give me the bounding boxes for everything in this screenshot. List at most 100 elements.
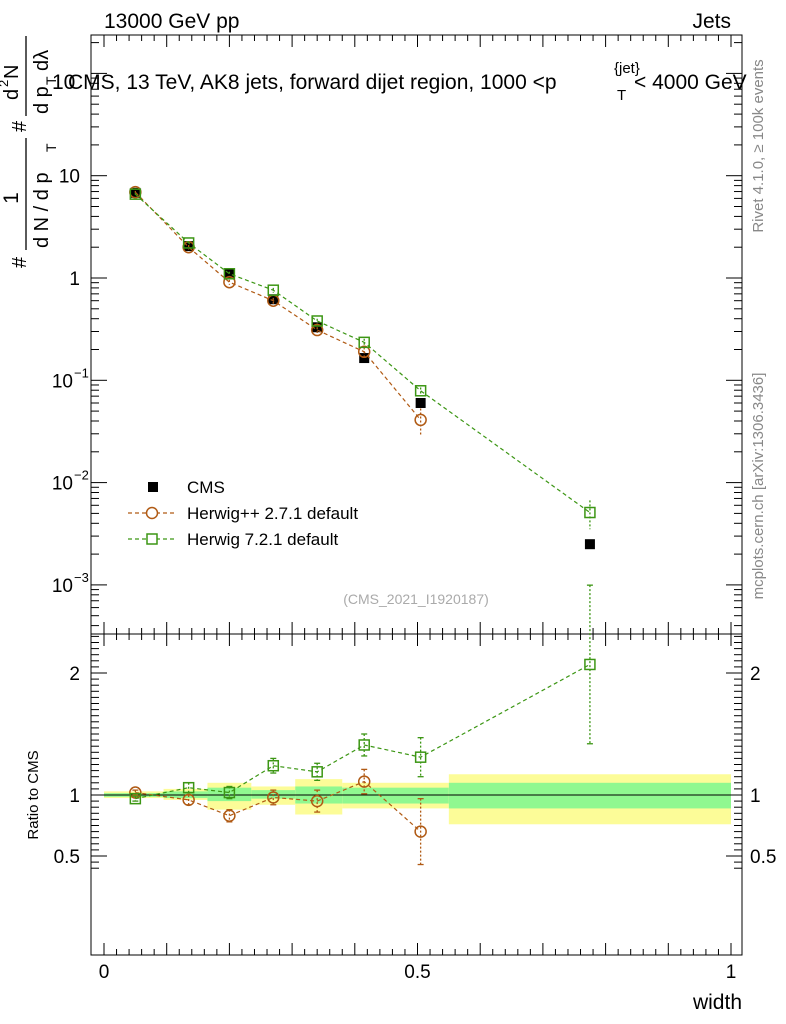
main-point-herwig7 <box>358 336 370 349</box>
ylabel-d2n-sup: 2 <box>0 80 11 87</box>
header-left: 13000 GeV pp <box>104 10 239 33</box>
main-series-2 <box>129 188 596 530</box>
main-point-cms <box>415 397 426 408</box>
main-series <box>129 185 596 550</box>
ylabel-d2n-lambda: dλ <box>31 50 53 71</box>
main-point-herwig7 <box>182 237 195 249</box>
main-y-tick-label-base: 10 <box>52 371 73 392</box>
main-point-herwig7 <box>311 315 323 327</box>
ratio-y-tick-label: 1 <box>69 786 80 807</box>
legend-label-herwig7: Herwig 7.2.1 default <box>187 530 338 549</box>
main-y-tick-label: 10 −3 <box>52 570 89 597</box>
legend-item-herwig7: Herwig 7.2.1 default <box>128 530 338 549</box>
ratio-y-tick-label: 2 <box>69 664 80 685</box>
ratio-point-herwig7 <box>584 658 596 671</box>
plot-title-end: < 4000 GeV <box>634 71 747 94</box>
ylabel-d2n-den: d p <box>31 86 53 114</box>
ratio-point-herwig7 <box>267 759 280 772</box>
main-point-herwig7 <box>223 268 236 280</box>
ylabel-d2n-den-sub: T <box>43 76 59 85</box>
ratio-axis-ticks <box>91 634 742 955</box>
ratio-point-herwig7 <box>414 751 427 763</box>
plot-title-prefix: 10 <box>52 71 75 94</box>
legend-label-cms: CMS <box>187 478 225 497</box>
ratio-series <box>129 584 596 866</box>
legend-item-herwigpp: Herwig++ 2.7.1 default <box>128 504 358 523</box>
main-point-herwigpp <box>310 323 324 337</box>
legend-item-cms: CMS <box>148 478 225 497</box>
ylabel-one: 1 <box>0 192 23 204</box>
ylabel-hash-mid: # <box>9 120 31 132</box>
legend-marker-herwigpp <box>145 506 159 520</box>
x-tick-label: 1 <box>726 962 737 983</box>
main-axis-ticks <box>91 35 742 634</box>
ratio-y-tick-label-right: 1 <box>750 786 761 807</box>
legend: CMS Herwig++ 2.7.1 default Herwig 7.2.1 … <box>128 478 358 549</box>
ratio-y-axis-label: Ratio to CMS <box>25 750 42 839</box>
ylabel-den-sub: T <box>43 143 59 152</box>
ratio-bands <box>104 774 731 825</box>
plot-title-sup: {jet} <box>614 60 640 77</box>
ylabel-den-main: d N / d p <box>31 172 53 248</box>
x-tick-label: 0 <box>99 962 110 983</box>
ratio-point-herwig7 <box>182 781 195 794</box>
ratio-series-1 <box>129 584 596 805</box>
main-series-line <box>134 191 422 421</box>
ylabel-d2n-d: d <box>1 89 23 100</box>
ratio-point-herwig7 <box>223 786 236 799</box>
ratio-band-stat <box>342 787 449 804</box>
main-y-tick-label-base: 10 <box>59 167 80 188</box>
watermark: (CMS_2021_I1920187) <box>343 591 489 607</box>
main-series-1 <box>129 185 427 436</box>
main-series-line <box>134 193 591 514</box>
ratio-point-herwig7 <box>129 792 142 805</box>
ratio-y-tick-label-right: 0.5 <box>750 847 776 868</box>
plot-title: 10 CMS, 13 TeV, AK8 jets, forward dijet … <box>52 60 747 104</box>
main-point-cms <box>359 353 370 364</box>
main-point-herwigpp <box>223 275 236 289</box>
ratio-point-herwigpp <box>414 825 427 838</box>
main-point-herwig7 <box>414 385 427 397</box>
ratio-point-herwigpp <box>223 809 236 822</box>
ratio-point-herwig7 <box>311 766 323 778</box>
ratio-series-0 <box>129 768 427 866</box>
ylabel-d2n-n: N <box>1 65 23 79</box>
main-y-tick-label-base: 1 <box>69 269 80 290</box>
main-y-tick-label-exp: −2 <box>74 468 89 483</box>
main-y-tick-label-base: 10 <box>52 576 73 597</box>
x-tick-label: 0.5 <box>404 962 430 983</box>
main-point-herwigpp <box>414 413 427 427</box>
ratio-point-herwig7 <box>358 739 370 751</box>
legend-marker-cms <box>148 482 158 492</box>
plot-title-sub: T <box>617 87 626 104</box>
main-y-tick-label: 10 −2 <box>52 468 89 495</box>
ratio-point-herwigpp <box>267 791 280 804</box>
main-point-cms <box>584 539 595 550</box>
ratio-panel: 0.5 0.5 1 1 2 2 0 0.5 1 <box>54 584 777 983</box>
ratio-tick-labels: 0.5 0.5 1 1 2 2 0 0.5 1 <box>54 664 777 983</box>
main-y-tick-label-exp: −3 <box>74 570 89 585</box>
main-y-tick-label: 10 <box>59 167 80 188</box>
x-axis-label: width <box>692 991 742 1014</box>
main-point-herwig7 <box>267 284 280 296</box>
ratio-point-herwigpp <box>310 794 324 808</box>
ylabel-hash-left: # <box>9 256 31 268</box>
main-point-herwig7 <box>129 188 142 200</box>
rivet-label: Rivet 4.1.0, ≥ 100k events <box>750 59 767 232</box>
mcplots-label: mcplots.cern.ch [arXiv:1306.3436] <box>750 373 767 600</box>
ratio-y-tick-label: 0.5 <box>54 847 80 868</box>
main-point-herwig7 <box>584 506 596 519</box>
header-right: Jets <box>692 10 731 33</box>
main-y-tick-label-exp: −1 <box>74 365 89 380</box>
ratio-point-herwigpp <box>357 775 371 788</box>
ratio-series-line <box>135 663 591 800</box>
main-y-tick-label-base: 10 <box>52 474 73 495</box>
plot-title-main: CMS, 13 TeV, AK8 jets, forward dijet reg… <box>68 71 557 94</box>
main-y-axis-label: # 1 d N / d p T # d 2 N d p T dλ <box>0 36 59 268</box>
legend-marker-herwig7 <box>146 533 158 545</box>
ratio-band-stat <box>448 782 731 809</box>
ratio-point-herwigpp <box>182 793 195 807</box>
